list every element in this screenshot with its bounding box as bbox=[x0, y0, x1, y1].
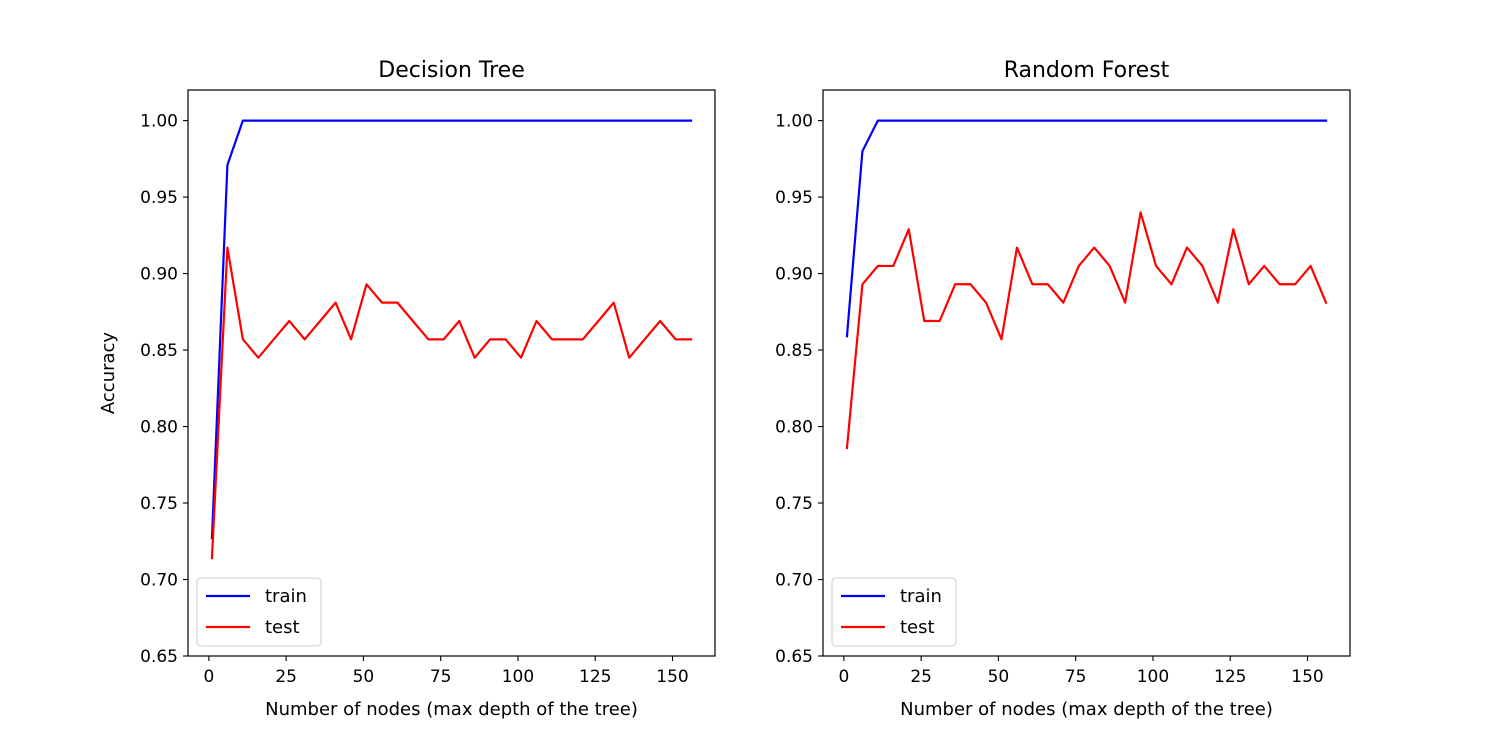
x-tick-label: 100 bbox=[1137, 667, 1169, 687]
y-axis-label: Accuracy bbox=[98, 332, 119, 415]
y-tick-label: 0.90 bbox=[775, 265, 813, 285]
y-tick-label: 0.95 bbox=[775, 188, 813, 208]
x-tick-label: 150 bbox=[656, 667, 688, 687]
series-line-test bbox=[845, 211, 1328, 450]
plot-frame bbox=[822, 89, 1351, 657]
x-tick-label: 25 bbox=[275, 667, 297, 687]
y-tick-label: 0.85 bbox=[775, 341, 813, 361]
y-tick-label: 0.65 bbox=[140, 647, 178, 667]
x-tick-label: 75 bbox=[430, 667, 452, 687]
x-tick-label: 75 bbox=[1065, 667, 1087, 687]
series-line-test bbox=[210, 246, 693, 560]
y-tick-label: 0.75 bbox=[140, 494, 178, 514]
y-tick-label: 0.75 bbox=[775, 494, 813, 514]
legend-label-train: train bbox=[265, 586, 307, 607]
y-tick-label: 0.70 bbox=[140, 571, 178, 591]
legend-label-test: test bbox=[900, 617, 935, 638]
y-tick-label: 1.00 bbox=[140, 112, 178, 132]
x-axis-label: Number of nodes (max depth of the tree) bbox=[265, 699, 638, 720]
y-tick-label: 0.85 bbox=[140, 341, 178, 361]
y-tick-label: 0.90 bbox=[140, 265, 178, 285]
x-tick-label: 125 bbox=[579, 667, 611, 687]
chart-panel-2: 0 25 50 75 100 125 150 0.65 0.70 0.75 0.80 0.85 0.90… bbox=[775, 58, 1351, 720]
chart-panel-1: 0 25 50 75 100 125 150 0.65 0.70 0.75 0.80 0.85 0.90… bbox=[98, 58, 716, 720]
legend: train test bbox=[831, 577, 957, 647]
chart-title: Decision Tree bbox=[378, 58, 525, 83]
x-tick-label: 150 bbox=[1291, 667, 1323, 687]
x-tick-label: 50 bbox=[353, 667, 375, 687]
y-tick-label: 0.80 bbox=[140, 418, 178, 438]
y-tick-label: 0.70 bbox=[775, 571, 813, 591]
x-tick-label: 50 bbox=[988, 667, 1010, 687]
legend-label-train: train bbox=[900, 586, 942, 607]
x-tick-label: 0 bbox=[203, 667, 214, 687]
series-line-train bbox=[845, 119, 1328, 338]
legend-label-test: test bbox=[265, 617, 300, 638]
y-tick-label: 0.95 bbox=[140, 188, 178, 208]
x-axis-label: Number of nodes (max depth of the tree) bbox=[900, 699, 1273, 720]
x-tick-label: 100 bbox=[502, 667, 534, 687]
y-tick-label: 0.65 bbox=[775, 647, 813, 667]
chart-title: Random Forest bbox=[1004, 58, 1170, 83]
legend: train test bbox=[196, 577, 322, 647]
x-tick-label: 25 bbox=[910, 667, 932, 687]
plot-frame bbox=[187, 89, 716, 657]
y-tick-label: 1.00 bbox=[775, 112, 813, 132]
x-tick-label: 0 bbox=[838, 667, 849, 687]
y-tick-label: 0.80 bbox=[775, 418, 813, 438]
series-line-train bbox=[210, 119, 693, 540]
x-tick-label: 125 bbox=[1214, 667, 1246, 687]
